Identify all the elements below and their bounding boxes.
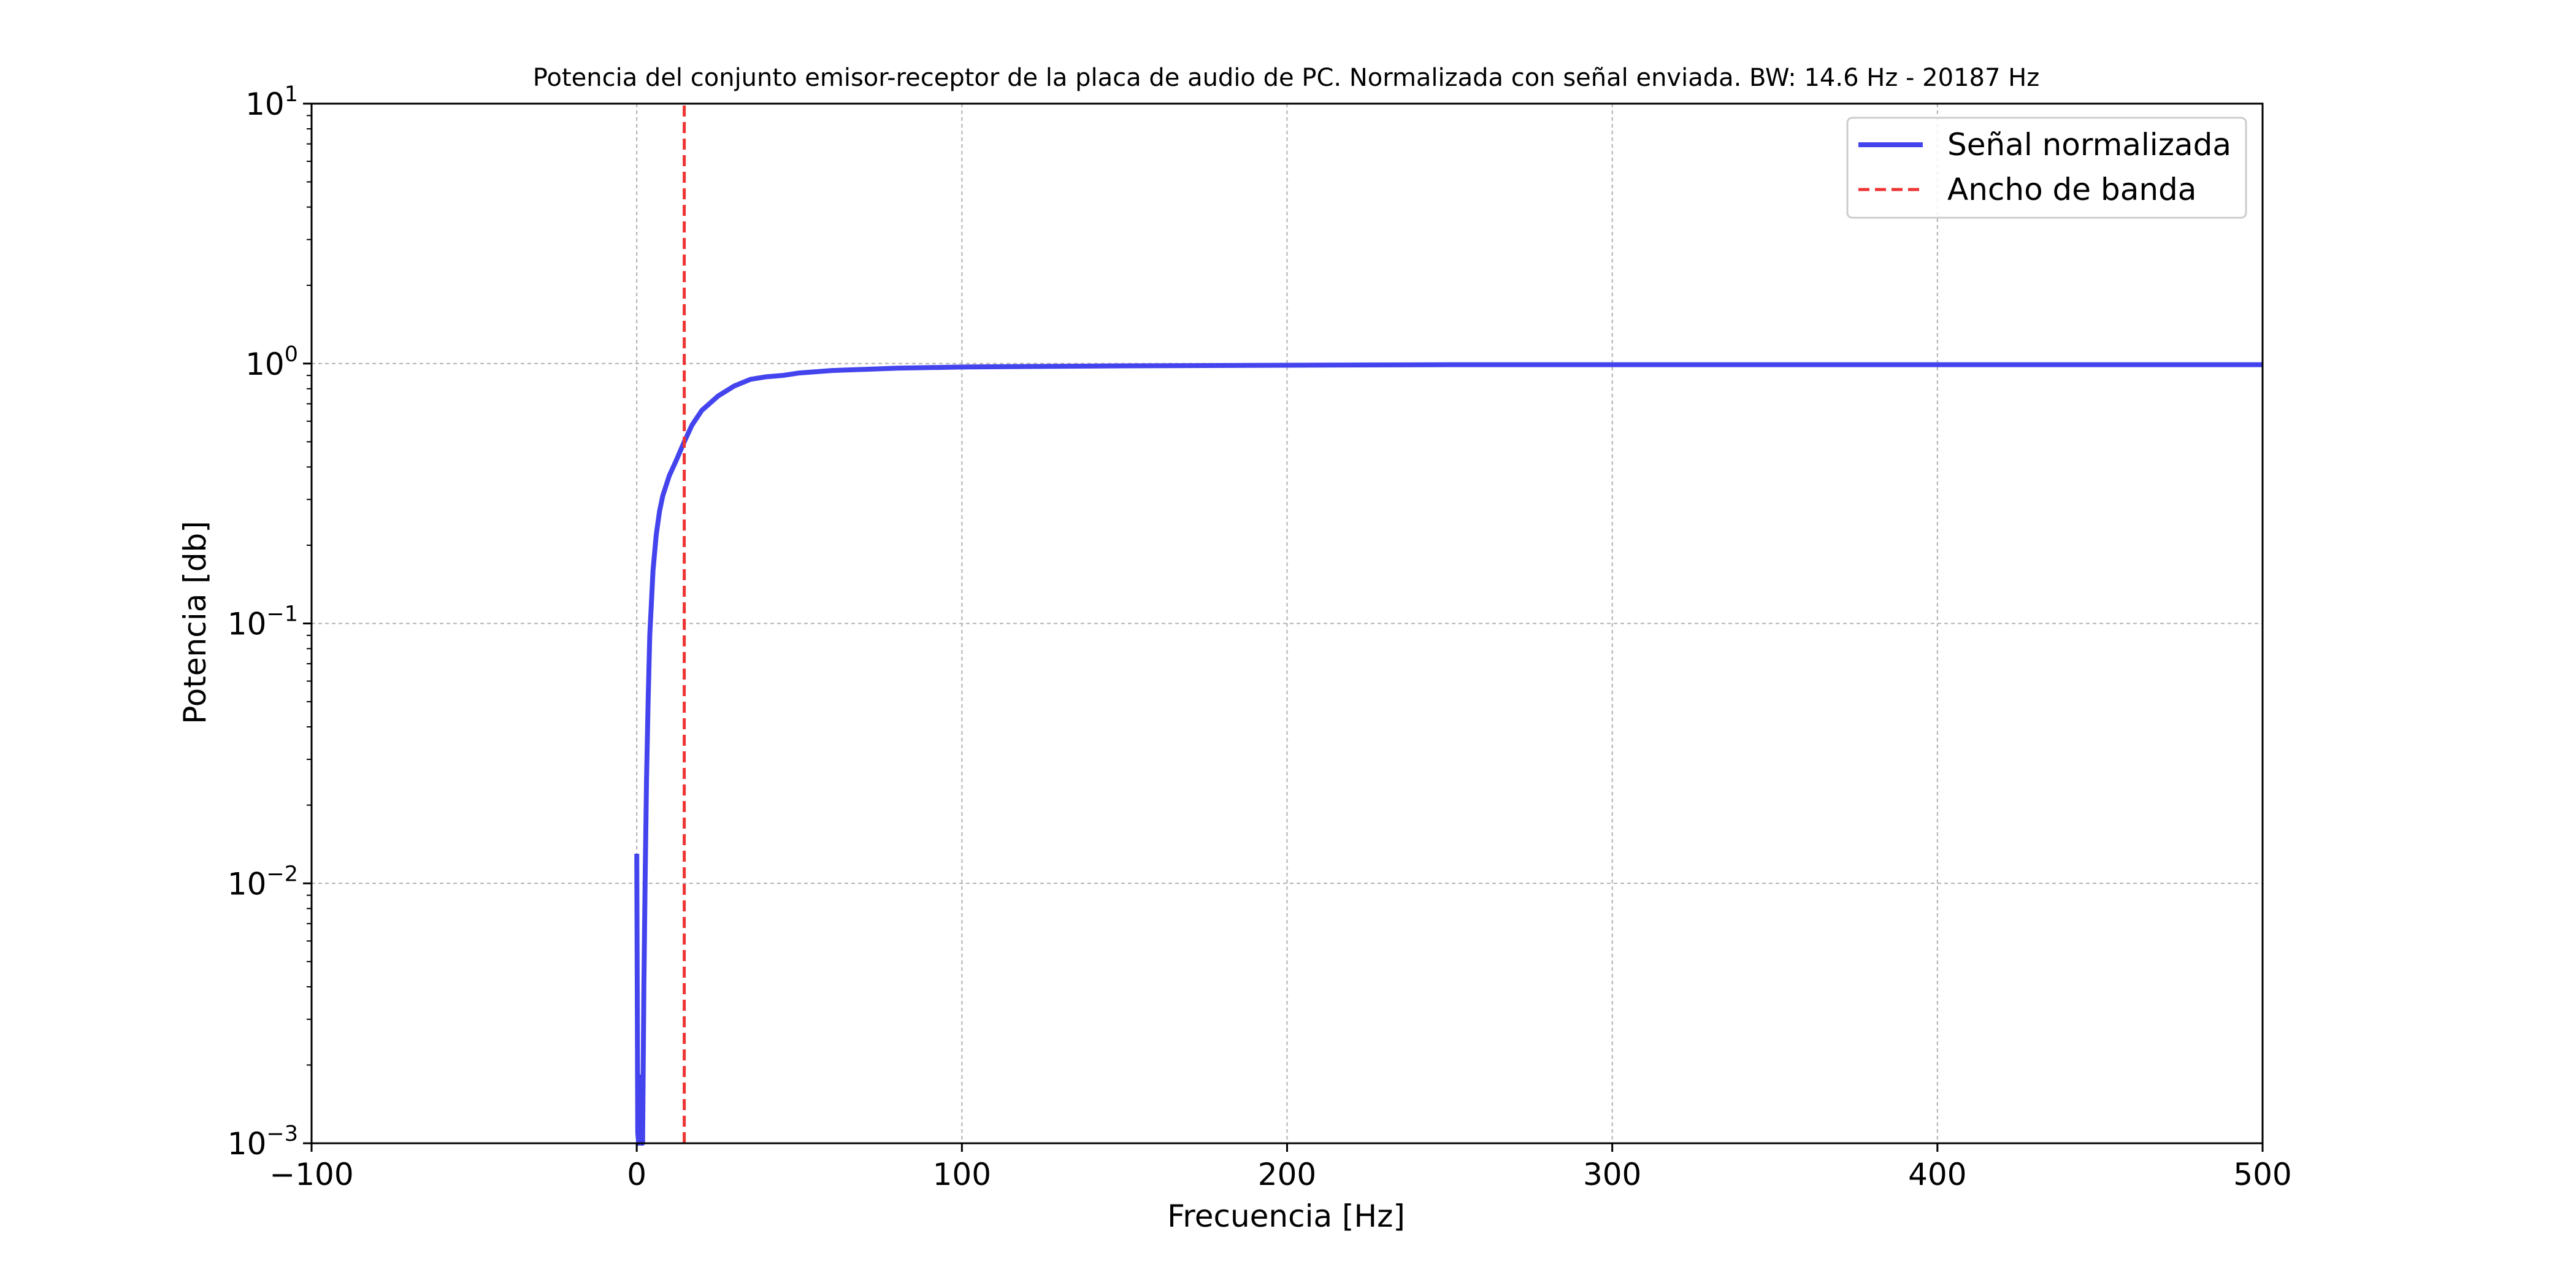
y-tick-exponent: 0 — [285, 342, 298, 367]
legend-box — [1846, 117, 2247, 219]
y-tick-base: 10 — [228, 607, 267, 642]
x-axis-label: Frecuencia [Hz] — [1167, 1198, 1405, 1234]
x-tick-label: 200 — [1258, 1157, 1316, 1192]
y-tick-base: 10 — [245, 86, 285, 122]
legend-label-ancho-de-banda: Ancho de banda — [1947, 172, 2196, 207]
y-tick-base: 10 — [228, 1126, 267, 1162]
legend-label-senal: Señal normalizada — [1947, 127, 2231, 163]
normalized-signal-line — [634, 362, 2263, 1146]
x-tick-label: 0 — [627, 1157, 646, 1192]
x-tick-label: 100 — [933, 1157, 991, 1192]
y-tick-label: 10−3 — [228, 1122, 298, 1162]
y-tick-label: 10−2 — [228, 862, 298, 902]
y-axis-label: Potencia [db] — [177, 521, 213, 724]
y-tick-exponent: −1 — [266, 602, 298, 627]
x-tick-label: 300 — [1583, 1157, 1641, 1192]
y-tick-exponent: 1 — [285, 82, 298, 107]
x-tick-label: 400 — [1908, 1157, 1966, 1192]
x-tick-label: 500 — [2233, 1157, 2291, 1192]
grid-lines — [311, 104, 2263, 1143]
series-layer — [634, 104, 2263, 1146]
legend: Señal normalizada Ancho de banda — [1846, 117, 2247, 219]
y-tick-exponent: −2 — [266, 862, 298, 886]
y-tick-label: 101 — [245, 82, 298, 122]
y-tick-base: 10 — [245, 347, 285, 382]
y-tick-label: 100 — [245, 342, 298, 382]
x-tick-label: −100 — [269, 1157, 353, 1192]
y-tick-exponent: −3 — [266, 1122, 298, 1146]
chart-title: Potencia del conjunto emisor-receptor de… — [533, 64, 2039, 92]
y-tick-label: 10−1 — [228, 602, 298, 642]
y-tick-base: 10 — [228, 866, 267, 902]
